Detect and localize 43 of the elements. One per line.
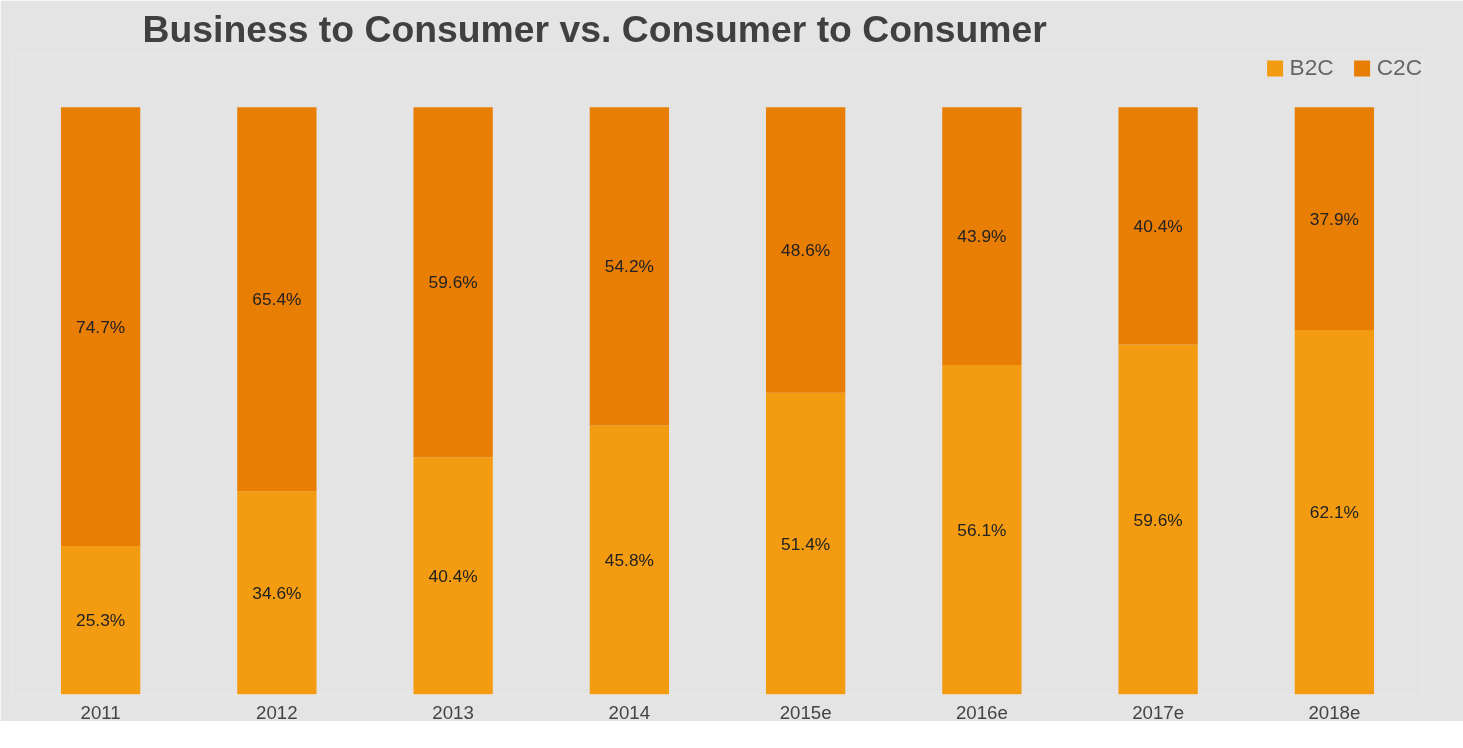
bar bbox=[589, 107, 670, 426]
bar bbox=[765, 107, 846, 393]
data-label: 43.9% bbox=[957, 226, 1007, 247]
bar bbox=[413, 107, 493, 458]
bar bbox=[413, 457, 493, 695]
data-label: 37.9% bbox=[1309, 208, 1359, 229]
bar bbox=[1118, 344, 1198, 695]
x-tick-label: 2012 bbox=[256, 701, 298, 723]
data-label: 56.1% bbox=[957, 519, 1007, 540]
data-label: 40.4% bbox=[428, 565, 478, 586]
bar bbox=[1118, 107, 1198, 345]
bar bbox=[60, 107, 141, 546]
x-tick-label: 2014 bbox=[608, 701, 651, 723]
data-label: 65.4% bbox=[252, 289, 302, 310]
x-tick-label: 2015e bbox=[779, 701, 832, 723]
bar bbox=[942, 107, 1022, 366]
bar bbox=[237, 107, 317, 492]
data-label: 51.4% bbox=[781, 533, 831, 554]
data-label: 74.7% bbox=[76, 316, 126, 337]
data-label: 45.8% bbox=[604, 550, 654, 571]
data-label: 59.6% bbox=[428, 272, 478, 293]
bar bbox=[237, 491, 317, 695]
bar bbox=[1294, 107, 1375, 330]
data-label: 54.2% bbox=[604, 256, 654, 277]
legend-label: C2C bbox=[1376, 54, 1422, 81]
x-tick-label: 2017e bbox=[1132, 701, 1185, 723]
x-tick-label: 2018e bbox=[1308, 701, 1361, 723]
data-label: 40.4% bbox=[1133, 215, 1183, 236]
x-tick-label: 2011 bbox=[80, 701, 121, 723]
data-label: 34.6% bbox=[252, 582, 302, 603]
x-tick-label: 2016e bbox=[955, 701, 1008, 723]
chart-title: Business to Consumer vs. Consumer to Consumer bbox=[142, 7, 1047, 50]
bar bbox=[60, 545, 141, 695]
bar bbox=[1294, 329, 1375, 695]
data-label: 25.3% bbox=[76, 610, 126, 631]
data-label: 62.1% bbox=[1309, 502, 1359, 523]
data-label: 48.6% bbox=[781, 240, 831, 261]
x-tick-label: 2013 bbox=[432, 701, 474, 723]
data-label: 59.6% bbox=[1133, 509, 1183, 530]
legend-label: B2C bbox=[1289, 54, 1334, 81]
bar bbox=[942, 365, 1022, 695]
bar bbox=[765, 392, 846, 695]
bar bbox=[589, 425, 670, 695]
